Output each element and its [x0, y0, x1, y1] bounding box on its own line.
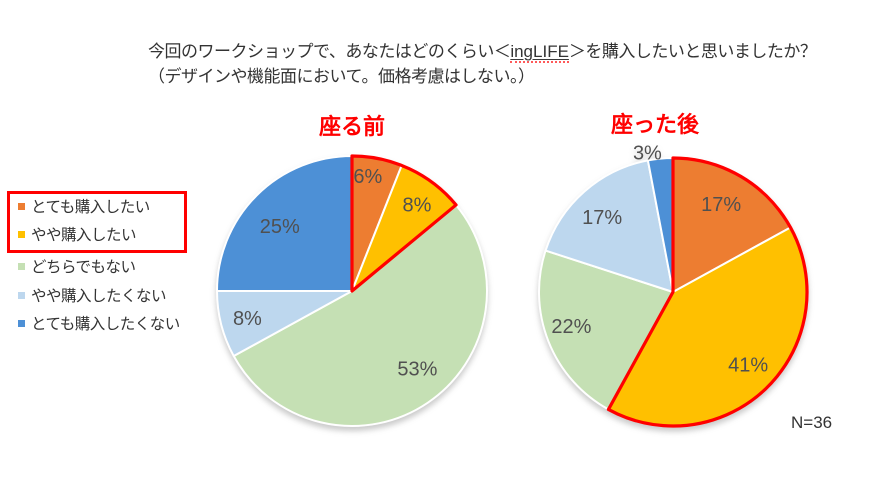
legend-item-label: とても購入したい	[31, 199, 150, 216]
legend-swatch	[18, 262, 25, 270]
pie-percent-label: 25%	[260, 216, 300, 238]
question-title: 今回のワークショップで、あなたはどのくらい＜ingLIFE＞を購入したいと思いま…	[148, 39, 817, 89]
legend-item: とても購入したくない	[18, 313, 180, 333]
legend-swatch	[18, 230, 25, 238]
pie-slice-どちらでもない	[232, 203, 488, 428]
pie-slice-どちらでもない	[538, 249, 674, 411]
question-title-line2: （デザインや機能面において。価格考慮はしない。）	[148, 67, 535, 86]
question-title-line1-post: ＞を購入したいと思いましたか？	[568, 42, 817, 61]
brand-name-inglife: ingLIFE	[510, 42, 569, 63]
pie-highlight-outline	[350, 154, 458, 293]
legend-item-label: やや購入したい	[31, 227, 137, 244]
legend-item-label: どちらでもない	[31, 259, 136, 276]
pie-percent-label: 53%	[397, 358, 437, 380]
sample-size-note: N=36	[791, 413, 833, 432]
legend-item: やや購入したくない	[18, 285, 167, 305]
pie-percent-label: 22%	[551, 316, 591, 338]
pie-percent-label: 8%	[233, 308, 262, 330]
legend-item-label: やや購入したくない	[31, 288, 167, 305]
pie-title-before-sitting: 座る前	[318, 114, 385, 139]
pie-chart-after-sitting: 17% 41% 22% 17% 3%	[538, 142, 809, 428]
legend-swatch	[18, 202, 25, 210]
legend-swatch	[18, 319, 25, 327]
legend-highlight-box	[7, 191, 187, 253]
pie-percent-label: 41%	[728, 355, 768, 377]
pie-percent-label: 17%	[701, 194, 741, 216]
legend-swatch	[18, 291, 25, 299]
pie-slice-とても購入したくない	[216, 155, 353, 292]
pie-title-after-sitting: 座った後	[610, 112, 699, 137]
pie-percent-label: 6%	[353, 166, 382, 188]
legend-item: やや購入したい	[18, 224, 137, 244]
pie-percent-label: 17%	[582, 207, 622, 229]
pie-highlight-outline	[606, 156, 809, 428]
legend-item: とても購入したい	[18, 196, 150, 216]
question-title-line1: 今回のワークショップで、あなたはどのくらい＜ingLIFE＞を購入したいと思いま…	[148, 39, 817, 64]
pie-percent-label: 8%	[403, 195, 432, 217]
pie-percent-label: 3%	[633, 142, 662, 164]
legend-item: どちらでもない	[18, 256, 136, 276]
pie-slice-やや購入したくない	[544, 159, 674, 293]
pie-chart-before-sitting: 6% 8% 53% 8% 25%	[216, 154, 488, 428]
question-title-line1-pre: 今回のワークショップで、あなたはどのくらい＜	[148, 42, 511, 61]
legend-item-label: とても購入したくない	[31, 316, 180, 333]
